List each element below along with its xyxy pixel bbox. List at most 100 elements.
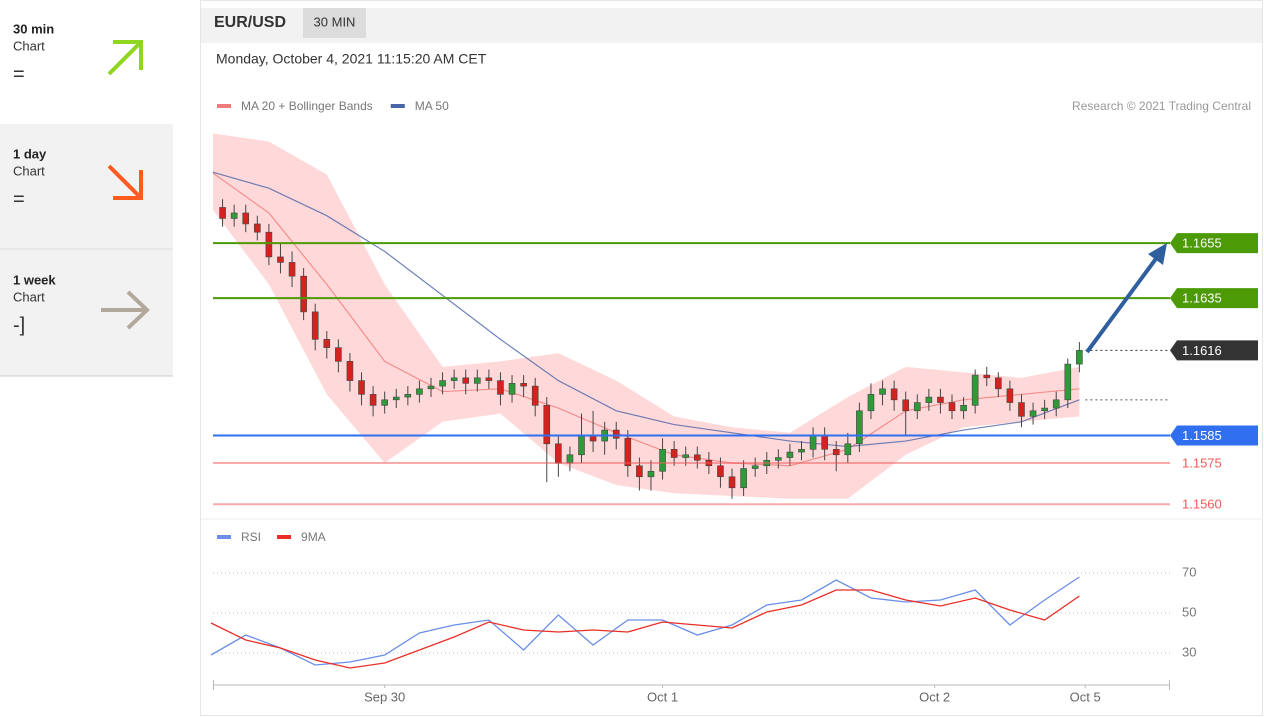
candle-body <box>439 380 446 387</box>
candle-body <box>636 465 643 478</box>
moving-average <box>213 172 1080 467</box>
candle-body <box>983 374 991 379</box>
level-tag <box>1170 288 1258 309</box>
candle-body <box>775 457 782 461</box>
candle-body <box>427 385 435 390</box>
level-label: 1.1616 <box>1182 343 1222 358</box>
x-tick-label: Oct 1 <box>647 689 678 704</box>
price-plot <box>213 133 1083 499</box>
candle-body <box>1029 410 1037 417</box>
candle-body <box>474 377 481 384</box>
candle-body <box>740 468 747 489</box>
candle-body <box>335 347 342 362</box>
candle-body <box>323 339 331 348</box>
candle-body <box>462 377 470 384</box>
legend-label: 9MA <box>301 530 326 544</box>
x-tick-label: Oct 2 <box>919 689 950 704</box>
interval-badge[interactable] <box>303 8 366 38</box>
symbol: EUR/USD <box>214 14 286 31</box>
candle-body <box>311 311 319 340</box>
candle-body <box>555 443 562 464</box>
legend-label: RSI <box>241 530 261 544</box>
candle-body <box>265 231 273 258</box>
period: 1 day <box>13 146 47 161</box>
level-tag <box>1170 233 1258 254</box>
x-tick-label: Sep 30 <box>364 689 405 704</box>
candle-body <box>798 448 805 453</box>
candle-body <box>450 377 458 381</box>
period: 1 week <box>13 272 56 287</box>
candle-body <box>867 394 875 412</box>
candle-body <box>612 429 620 439</box>
status: = <box>13 63 25 85</box>
level-label: 1.1560 <box>1182 497 1222 512</box>
trend-arrow-down <box>107 164 143 200</box>
candle-body <box>254 223 261 233</box>
status: -] <box>13 314 25 336</box>
candle-body <box>728 476 736 489</box>
candle-body <box>913 402 921 412</box>
credit: Research © 2021 Trading Central <box>1072 99 1251 113</box>
candle-body <box>995 377 1002 390</box>
candle-body <box>751 465 759 469</box>
y-tick-label: 50 <box>1182 604 1196 619</box>
candle-body <box>1052 399 1060 409</box>
candle-body <box>1006 388 1014 403</box>
y-tick-label: 30 <box>1182 644 1196 659</box>
candle-body <box>902 399 909 412</box>
candle-body <box>948 402 956 412</box>
candle-body <box>809 435 817 450</box>
level-label: 1.1585 <box>1182 428 1222 443</box>
candle-body <box>578 435 585 456</box>
candle-body <box>1041 407 1048 412</box>
candle-body <box>659 448 666 472</box>
level-tag <box>1170 425 1258 446</box>
candle-body <box>566 454 574 464</box>
legend-swatch <box>390 104 405 108</box>
header-bar <box>201 8 1262 43</box>
legend-swatch <box>217 535 231 539</box>
candle-body <box>717 465 724 478</box>
candle-body <box>531 385 539 406</box>
candle-body <box>693 454 701 461</box>
candle-body <box>1018 402 1025 417</box>
candle-body <box>543 405 551 445</box>
candle-body <box>1076 350 1083 365</box>
period-label: Chart <box>13 289 45 304</box>
candle-body <box>937 396 944 403</box>
rsi-line <box>210 576 1080 666</box>
candle-body <box>416 388 423 395</box>
candle-body <box>242 212 250 225</box>
candle-body <box>520 383 527 387</box>
level-tag <box>1170 340 1258 361</box>
legend-swatch <box>277 535 292 539</box>
sidebar-row[interactable] <box>0 124 173 249</box>
candle-body <box>497 380 504 395</box>
candle-body <box>670 448 678 458</box>
candle-body <box>404 394 412 398</box>
bollinger-band <box>213 133 1080 499</box>
candle-body <box>821 435 828 450</box>
candle-body <box>288 262 296 277</box>
candle-body <box>856 410 863 445</box>
candle-body <box>485 377 493 381</box>
candle-body <box>230 212 238 219</box>
status: = <box>13 188 25 210</box>
candle-body <box>960 405 967 412</box>
legend-label: MA 20 + Bollinger Bands <box>241 99 373 113</box>
candle-body <box>647 470 655 478</box>
candle-body <box>832 448 840 456</box>
candle-body <box>346 361 354 381</box>
period: 30 min <box>13 21 54 36</box>
overlay: 1.1655 1.1635 1.1616 1.1585 1.1575 1.1560 MA 2… <box>210 99 1258 704</box>
candle-body <box>971 374 979 406</box>
period-label: Chart <box>13 163 45 178</box>
sidebar-row[interactable] <box>0 0 173 124</box>
rsi-line <box>210 589 1080 669</box>
candle-body <box>879 388 886 395</box>
level-label: 1.1655 <box>1182 236 1222 251</box>
legend-label: MA 50 <box>415 99 449 113</box>
candle-body <box>925 396 933 403</box>
